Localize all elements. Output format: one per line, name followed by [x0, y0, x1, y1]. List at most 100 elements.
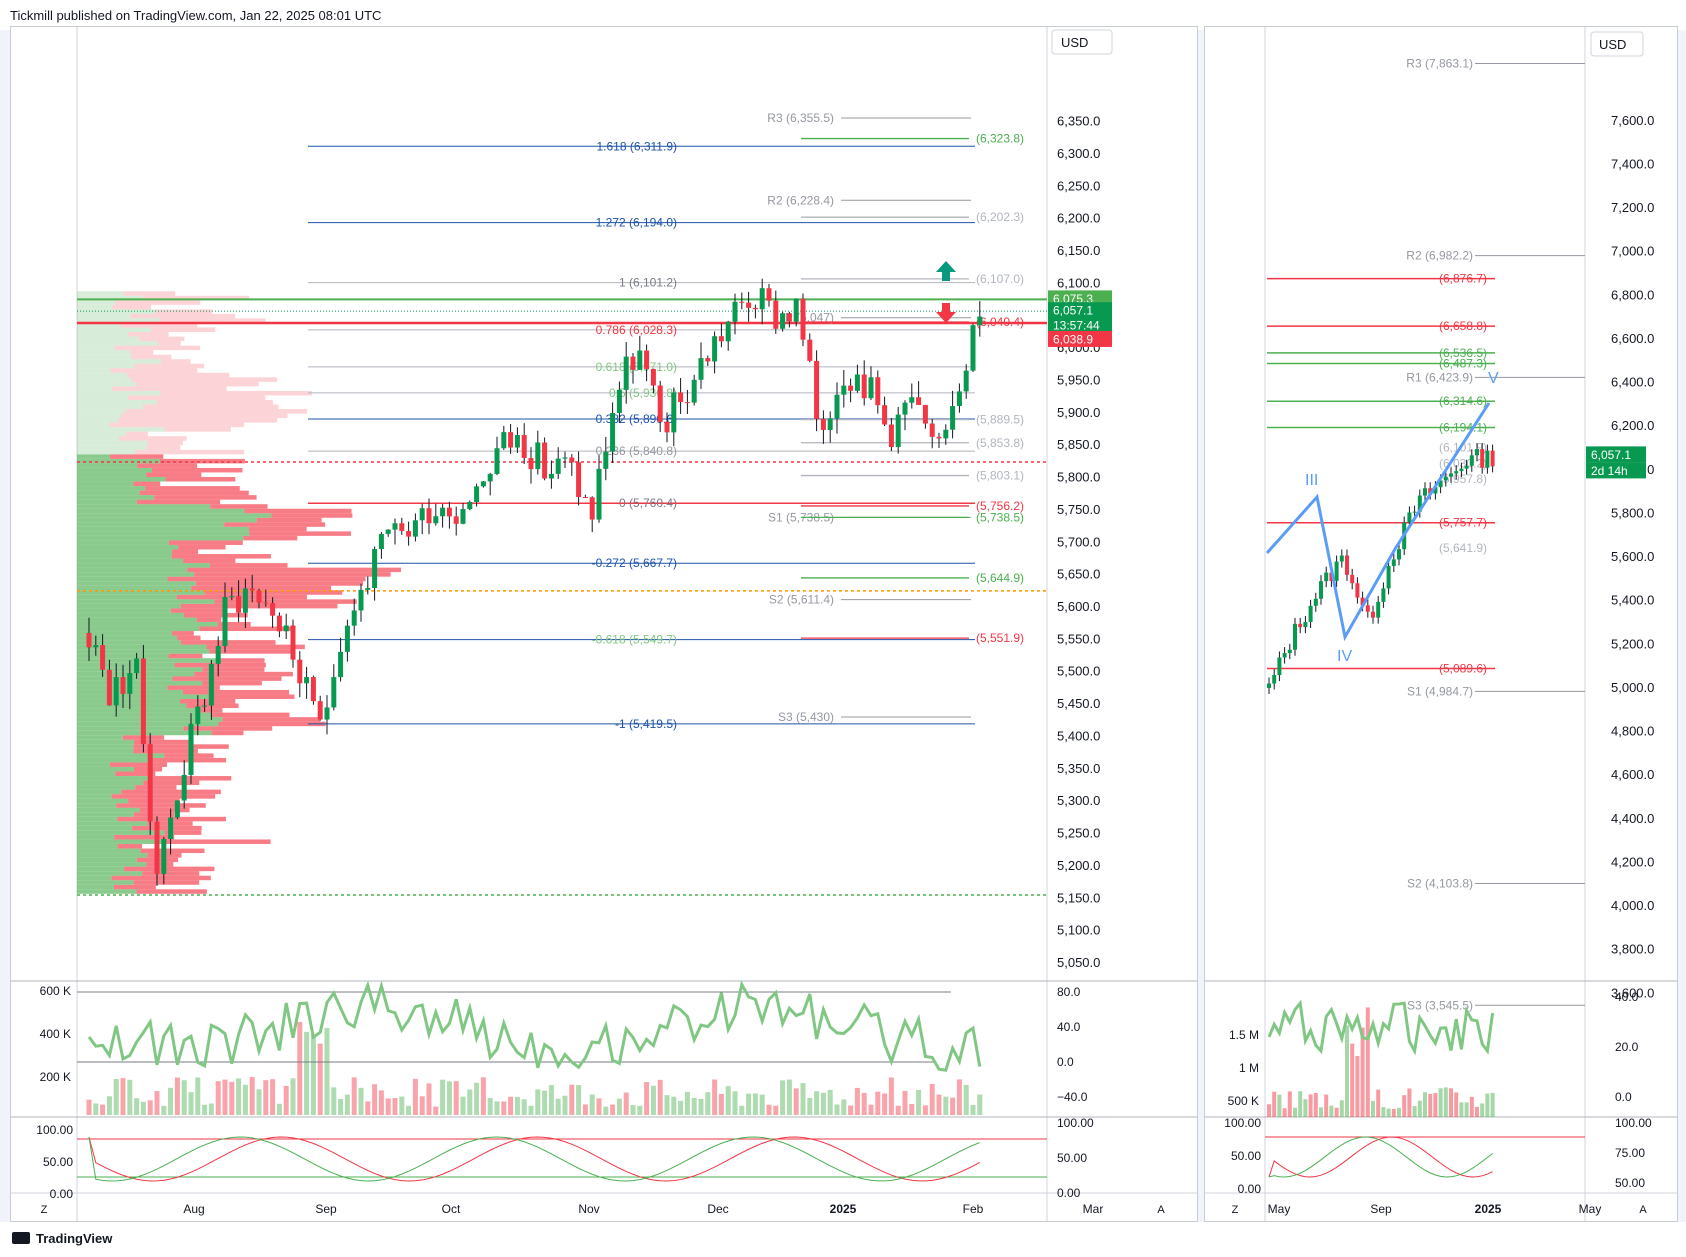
candle-up: [188, 723, 194, 775]
candle-up: [902, 402, 908, 415]
weekly-candle-up: [1287, 649, 1292, 654]
zoom-z-button: Z: [41, 1204, 48, 1216]
elliott-wave-line: [1265, 402, 1491, 642]
volume-bar: [480, 1077, 486, 1115]
volume-profile-bar-down: [167, 685, 220, 690]
candle-up: [324, 707, 330, 720]
volume-profile-bar-down: [137, 463, 198, 468]
volume-profile-bar-up: [77, 313, 130, 319]
volume-bar: [800, 1083, 806, 1115]
volume-profile-bar-up: [77, 336, 140, 342]
candle-down: [528, 458, 534, 470]
weekly-volume-bar: [1480, 1103, 1485, 1117]
weekly-stoch-k: [1268, 1136, 1493, 1178]
weekly-volume-bar: [1319, 1107, 1323, 1117]
volume-profile-bar-up: [77, 504, 211, 509]
weekly-volume-bar: [1282, 1108, 1287, 1117]
volume-profile-bar-down: [196, 617, 222, 622]
volume-bar: [140, 1101, 146, 1115]
right-chart-panel[interactable]: US500, 1W US 500 Index USD7,600.07,400.0…: [1204, 26, 1678, 1222]
right-chart-svg[interactable]: USD 7,600.0 7,400.0 7,200.0 7,000.0 6,800.0 6,…: [1205, 27, 1678, 1222]
volume-profile-bar-up: [77, 816, 118, 822]
volume-profile-bar-up: [77, 658, 221, 663]
volume-profile-bar-down: [154, 495, 257, 500]
grey-level-label: (6,202.3): [976, 210, 1024, 224]
volume-bar: [827, 1089, 833, 1115]
volume-bar: [385, 1098, 391, 1115]
candle-down: [773, 300, 779, 329]
volume-bar: [229, 1081, 235, 1115]
volume-profile-bar-down: [217, 621, 251, 627]
volume-profile-bar-down: [116, 803, 206, 808]
weekly-candle-down: [1345, 555, 1349, 575]
volume-profile-bar-up: [77, 590, 205, 595]
left-price-tick: 5,550.0: [1057, 631, 1100, 646]
fib-level-label: 0.236 (5,840.8): [596, 444, 677, 458]
volume-bar: [487, 1098, 493, 1115]
left-chart-svg[interactable]: USD 6,350.0 6,300.0 6,250.0 6,200.0 6,150.0 6,…: [11, 27, 1198, 1222]
candle-up: [365, 587, 371, 590]
volume-bar: [861, 1092, 867, 1115]
volume-bar: [535, 1089, 541, 1115]
candle-down: [807, 339, 813, 361]
weekly-rsi-tick: 20.0: [1615, 1040, 1639, 1054]
candle-up: [351, 610, 357, 626]
volume-bar: [909, 1103, 915, 1115]
volume-profile-bar-down: [133, 481, 161, 487]
volume-profile-bar-down: [112, 386, 227, 391]
volume-profile-bar-up: [77, 517, 257, 523]
volume-profile-bar-up: [77, 739, 135, 745]
green-level-label: (5,738.5): [976, 510, 1024, 524]
weekly-green-level-label: (6,487.3): [1439, 357, 1487, 371]
volume-profile-bar-up: [77, 549, 172, 555]
wave-label-iv: IV: [1337, 648, 1352, 665]
volume-bar: [378, 1090, 384, 1115]
weekly-volume-bar: [1313, 1093, 1318, 1117]
volume-bar: [616, 1098, 622, 1115]
volume-bar: [576, 1085, 582, 1115]
candle-down: [154, 821, 160, 874]
volume-profile-bar-up: [77, 748, 134, 754]
weekly-volume-bar: [1485, 1093, 1490, 1117]
volume-profile-bar-down: [243, 535, 298, 541]
candle-down: [684, 402, 690, 404]
volume-profile-bar-up: [77, 490, 140, 496]
volume-bar: [202, 1104, 208, 1115]
candle-down: [589, 497, 595, 520]
volume-profile-bar-down: [222, 717, 321, 722]
volume-profile-bar-down: [179, 699, 236, 704]
volume-profile-bar-down: [128, 798, 180, 804]
volume-bar: [739, 1105, 745, 1115]
volume-profile-bar-up: [77, 345, 115, 351]
volume-profile-bar-up: [77, 635, 178, 641]
volume-bar: [372, 1084, 378, 1115]
candle-up: [222, 597, 228, 647]
volume-profile-bar-up: [77, 390, 161, 396]
volume-bar: [712, 1079, 718, 1115]
fib-level-label: 1.272 (6,194.0): [596, 216, 677, 230]
volume-profile-bar-up: [77, 762, 110, 767]
candle-up: [732, 301, 738, 322]
tradingview-logo[interactable]: TradingView: [12, 1231, 112, 1246]
weekly-grey-level-label: (5,641.9): [1439, 541, 1487, 555]
stoch-tick-right: 50.00: [1057, 1151, 1087, 1165]
volume-profile-bar-up: [77, 830, 165, 835]
time-tick: Oct: [442, 1202, 461, 1216]
volume-profile-bar-up: [77, 567, 188, 573]
left-chart-panel[interactable]: US500, 1D US 500 Index USD6,350.06,300.0…: [10, 26, 1198, 1222]
weekly-price-tag-text: 2d 14h: [1591, 464, 1628, 478]
candle-up: [977, 316, 983, 326]
volume-profile-bar-down: [129, 313, 236, 319]
volume-profile-bar-down: [139, 807, 190, 813]
volume-profile-bar-down: [244, 508, 352, 514]
volume-profile-bar-up: [77, 871, 143, 876]
candle-up: [494, 448, 500, 474]
volume-profile-bar-up: [77, 422, 110, 428]
right-currency-label: USD: [1599, 37, 1626, 52]
grey-level-label: (5,853.8): [976, 436, 1024, 450]
volume-bar: [977, 1094, 983, 1115]
candle-down: [270, 603, 276, 616]
volume-profile-bar-up: [77, 472, 147, 477]
fib-level-label: 1.618 (6,311.9): [596, 139, 677, 153]
weekly-candle-up: [1293, 623, 1297, 650]
